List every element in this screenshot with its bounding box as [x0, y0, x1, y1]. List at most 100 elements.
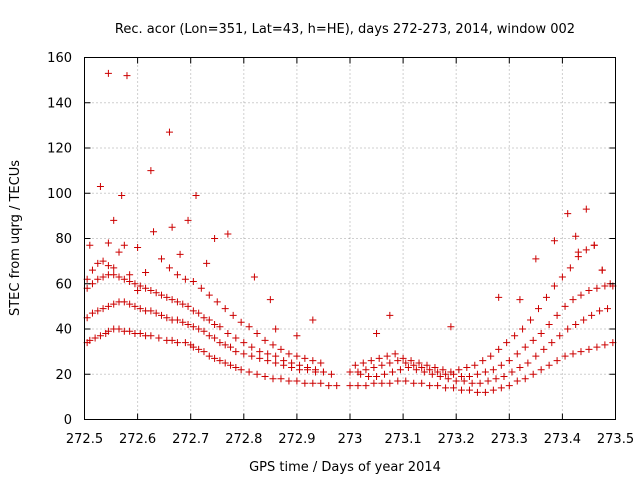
data-point [394, 357, 402, 365]
data-point [325, 382, 333, 390]
data-point [211, 354, 219, 362]
data-point [476, 379, 484, 387]
data-point [569, 296, 577, 304]
data-point [142, 284, 150, 292]
data-point [566, 264, 574, 272]
data-point [516, 363, 524, 371]
data-point [264, 350, 272, 358]
data-point [147, 287, 155, 295]
data-point [221, 305, 229, 313]
data-point [205, 316, 213, 324]
data-point [561, 302, 569, 310]
data-point [131, 280, 139, 288]
data-point [205, 352, 213, 360]
data-point [359, 359, 367, 367]
x-tick-label: 273.4 [544, 432, 581, 447]
data-point [481, 388, 489, 396]
data-point [333, 382, 341, 390]
data-point [261, 373, 269, 381]
data-point [418, 363, 426, 371]
data-point [189, 323, 197, 331]
data-point [131, 302, 139, 310]
data-point [213, 298, 221, 306]
data-point [569, 350, 577, 358]
data-point [250, 273, 258, 281]
data-point [240, 339, 248, 347]
data-point [168, 223, 176, 231]
data-point [311, 366, 319, 374]
data-point [410, 379, 418, 387]
data-point [463, 363, 471, 371]
data-point [309, 316, 317, 324]
data-point [418, 379, 426, 387]
data-point [535, 305, 543, 313]
data-point [558, 273, 566, 281]
y-tick-label: 80 [55, 232, 72, 247]
data-point [447, 368, 455, 376]
data-point [253, 370, 261, 378]
data-point [157, 255, 165, 263]
data-point [585, 287, 593, 295]
data-point [373, 330, 381, 338]
data-point [434, 368, 442, 376]
data-point [277, 375, 285, 383]
data-point [550, 237, 558, 245]
data-point [585, 345, 593, 353]
data-point [94, 307, 102, 315]
data-point [173, 271, 181, 279]
data-point [386, 311, 394, 319]
data-point [195, 325, 203, 333]
y-tick-label: 160 [47, 51, 72, 66]
data-point [601, 282, 609, 290]
data-point [216, 357, 224, 365]
data-point [593, 343, 601, 351]
data-point [513, 377, 521, 385]
x-tick-label: 272.5 [66, 432, 103, 447]
data-point [402, 359, 410, 367]
data-point [402, 377, 410, 385]
data-point [261, 336, 269, 344]
data-point [221, 341, 229, 349]
data-point [426, 366, 434, 374]
data-point [556, 332, 564, 340]
data-point [561, 352, 569, 360]
data-point [365, 373, 373, 381]
x-tick-label: 273.1 [384, 432, 421, 447]
data-point [572, 232, 580, 240]
data-point [468, 379, 476, 387]
data-point [142, 268, 150, 276]
data-point [104, 327, 112, 335]
data-point [381, 370, 389, 378]
data-point [266, 296, 274, 304]
data-point [179, 318, 187, 326]
data-point [227, 361, 235, 369]
data-point [532, 255, 540, 263]
data-point [370, 379, 378, 387]
data-point [354, 368, 362, 376]
data-point [309, 357, 317, 365]
data-point [88, 266, 96, 274]
data-point [110, 216, 118, 224]
data-point [152, 309, 160, 317]
data-point [582, 246, 590, 254]
data-point [497, 384, 505, 392]
data-point [545, 320, 553, 328]
data-point [434, 382, 442, 390]
data-point [200, 327, 208, 335]
data-point [120, 275, 128, 283]
data-point [176, 250, 184, 258]
data-point [205, 332, 213, 340]
y-tick-label: 40 [55, 323, 72, 338]
data-point [126, 300, 134, 308]
data-point [173, 339, 181, 347]
data-point [527, 316, 535, 324]
data-point [351, 361, 359, 369]
data-point [245, 323, 253, 331]
data-point [375, 354, 383, 362]
data-point [487, 352, 495, 360]
data-point [367, 357, 375, 365]
data-point [373, 373, 381, 381]
data-point [529, 370, 537, 378]
data-point [553, 357, 561, 365]
data-point [163, 293, 171, 301]
